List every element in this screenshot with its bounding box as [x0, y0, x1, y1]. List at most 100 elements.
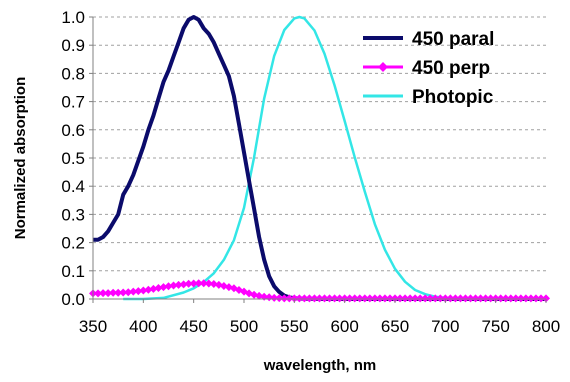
- data-point: [521, 294, 530, 303]
- data-point: [436, 294, 445, 303]
- data-point: [456, 294, 465, 303]
- data-point: [164, 282, 173, 291]
- x-tick-label: 600: [330, 317, 358, 336]
- data-point: [154, 284, 163, 293]
- data-point: [461, 294, 470, 303]
- data-point: [114, 288, 123, 297]
- x-tick-label: 700: [431, 317, 459, 336]
- y-tick-label: 0.2: [61, 234, 85, 253]
- data-point: [94, 289, 103, 298]
- plot-area: [93, 17, 546, 299]
- data-point: [431, 294, 440, 303]
- data-point: [189, 279, 198, 288]
- data-point: [199, 279, 208, 288]
- data-point: [119, 288, 128, 297]
- data-point: [285, 294, 294, 303]
- data-point: [204, 279, 213, 288]
- data-point: [134, 287, 143, 296]
- y-tick-label: 1.0: [61, 8, 85, 27]
- data-point: [526, 294, 535, 303]
- data-point: [325, 294, 334, 303]
- y-tick-label: 0.0: [61, 290, 85, 309]
- data-point: [209, 280, 218, 289]
- data-point: [139, 286, 148, 295]
- x-tick-label: 550: [280, 317, 308, 336]
- x-tick-label: 500: [230, 317, 258, 336]
- y-axis-title: Normalized absorption: [12, 77, 29, 240]
- data-point: [345, 294, 354, 303]
- data-point: [401, 294, 410, 303]
- y-tick-label: 0.4: [61, 177, 85, 196]
- legend-marker: [378, 62, 388, 72]
- x-tick-label: 350: [79, 317, 107, 336]
- data-point: [275, 294, 284, 303]
- data-point: [511, 294, 520, 303]
- legend-label-450-paral: 450 paral: [412, 29, 494, 50]
- data-point: [350, 294, 359, 303]
- data-point: [380, 294, 389, 303]
- data-point: [179, 280, 188, 289]
- data-point: [300, 294, 309, 303]
- y-tick-label: 0.8: [61, 64, 85, 83]
- data-point: [375, 294, 384, 303]
- data-point: [411, 294, 420, 303]
- data-point: [194, 279, 203, 288]
- data-point: [542, 294, 550, 303]
- data-point: [280, 294, 289, 303]
- data-point: [531, 294, 540, 303]
- data-point: [330, 294, 339, 303]
- data-point: [360, 294, 369, 303]
- y-tick-label: 0.3: [61, 205, 85, 224]
- data-point: [305, 294, 314, 303]
- data-point: [486, 294, 495, 303]
- x-axis-ticks: 350 400 450 500 550 600 650 700 750 800: [79, 299, 560, 336]
- data-point: [129, 287, 138, 296]
- x-tick-label: 650: [381, 317, 409, 336]
- data-point: [169, 281, 178, 290]
- data-point: [174, 280, 183, 289]
- data-point: [385, 294, 394, 303]
- data-point: [481, 294, 490, 303]
- data-point: [270, 293, 279, 302]
- data-point: [471, 294, 480, 303]
- data-point: [516, 294, 525, 303]
- data-point: [124, 288, 133, 297]
- y-tick-label: 0.6: [61, 121, 85, 140]
- data-point: [421, 294, 430, 303]
- data-point: [536, 294, 545, 303]
- x-axis-title: wavelength, nm: [263, 357, 377, 374]
- data-point: [255, 291, 264, 300]
- data-point: [335, 294, 344, 303]
- data-point: [496, 294, 505, 303]
- y-tick-label: 0.5: [61, 149, 85, 168]
- series-line-photopic: [123, 15, 546, 301]
- data-point: [295, 294, 304, 303]
- data-point: [491, 294, 500, 303]
- data-point: [320, 294, 329, 303]
- data-point: [476, 294, 485, 303]
- data-point: [310, 294, 319, 303]
- data-point: [315, 294, 324, 303]
- y-axis-ticks: 0.0 0.1 0.2 0.3 0.4 0.5 0.6 0.7 0.8 0.9 1.0: [61, 8, 93, 309]
- data-point: [340, 294, 349, 303]
- data-point: [109, 288, 118, 297]
- series-photopic: [123, 15, 546, 301]
- data-point: [396, 294, 405, 303]
- data-point: [355, 294, 364, 303]
- x-tick-label: 800: [532, 317, 560, 336]
- legend-label-photopic: Photopic: [412, 87, 494, 108]
- data-point: [416, 294, 425, 303]
- data-point: [370, 294, 379, 303]
- series-layer: [89, 15, 550, 303]
- data-point: [184, 279, 193, 288]
- y-tick-label: 0.7: [61, 93, 85, 112]
- data-point: [501, 294, 510, 303]
- data-point: [149, 284, 158, 293]
- y-tick-label: 0.9: [61, 36, 85, 55]
- legend-label-450-perp: 450 perp: [412, 58, 490, 79]
- data-point: [406, 294, 415, 303]
- data-point: [144, 285, 153, 294]
- data-point: [250, 290, 259, 299]
- x-tick-label: 450: [179, 317, 207, 336]
